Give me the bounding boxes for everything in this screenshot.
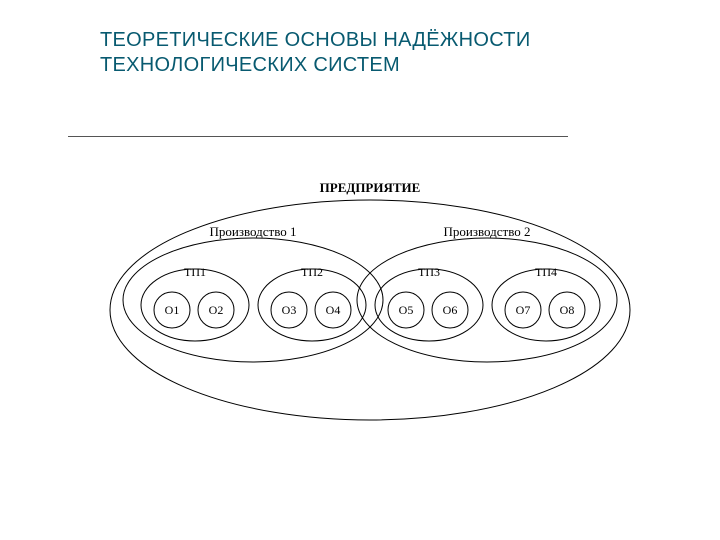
diagram-svg: ПРЕДПРИЯТИЕ Производство 1 ТП1 О1 О2 ТП2 О3 О4 П… [100, 160, 640, 430]
tp-label-2-2: ТП4 [535, 265, 557, 279]
op-label-О4: О4 [326, 303, 341, 317]
op-label-О7: О7 [516, 303, 531, 317]
op-label-О3: О3 [282, 303, 297, 317]
tp-label-1-2: ТП2 [301, 265, 323, 279]
production-label-1: Производство 1 [209, 224, 296, 239]
enterprise-label: ПРЕДПРИЯТИЕ [320, 180, 421, 195]
op-label-О6: О6 [443, 303, 458, 317]
op-label-О5: О5 [399, 303, 414, 317]
op-label-О2: О2 [209, 303, 224, 317]
hierarchy-diagram: ПРЕДПРИЯТИЕ Производство 1 ТП1 О1 О2 ТП2 О3 О4 П… [100, 160, 640, 430]
op-label-О1: О1 [165, 303, 180, 317]
op-label-О8: О8 [560, 303, 575, 317]
divider [68, 136, 568, 137]
production-ellipse-2 [357, 238, 617, 362]
production-ellipse-1 [123, 238, 383, 362]
slide: ТЕОРЕТИЧЕСКИЕ ОСНОВЫ НАДЁЖНОСТИ ТЕХНОЛОГ… [0, 0, 720, 540]
production-label-2: Производство 2 [443, 224, 530, 239]
tp-label-2-1: ТП3 [418, 265, 440, 279]
page-title: ТЕОРЕТИЧЕСКИЕ ОСНОВЫ НАДЁЖНОСТИ ТЕХНОЛОГ… [100, 28, 620, 78]
enterprise-ellipse [110, 200, 630, 420]
tp-label-1-1: ТП1 [184, 265, 206, 279]
